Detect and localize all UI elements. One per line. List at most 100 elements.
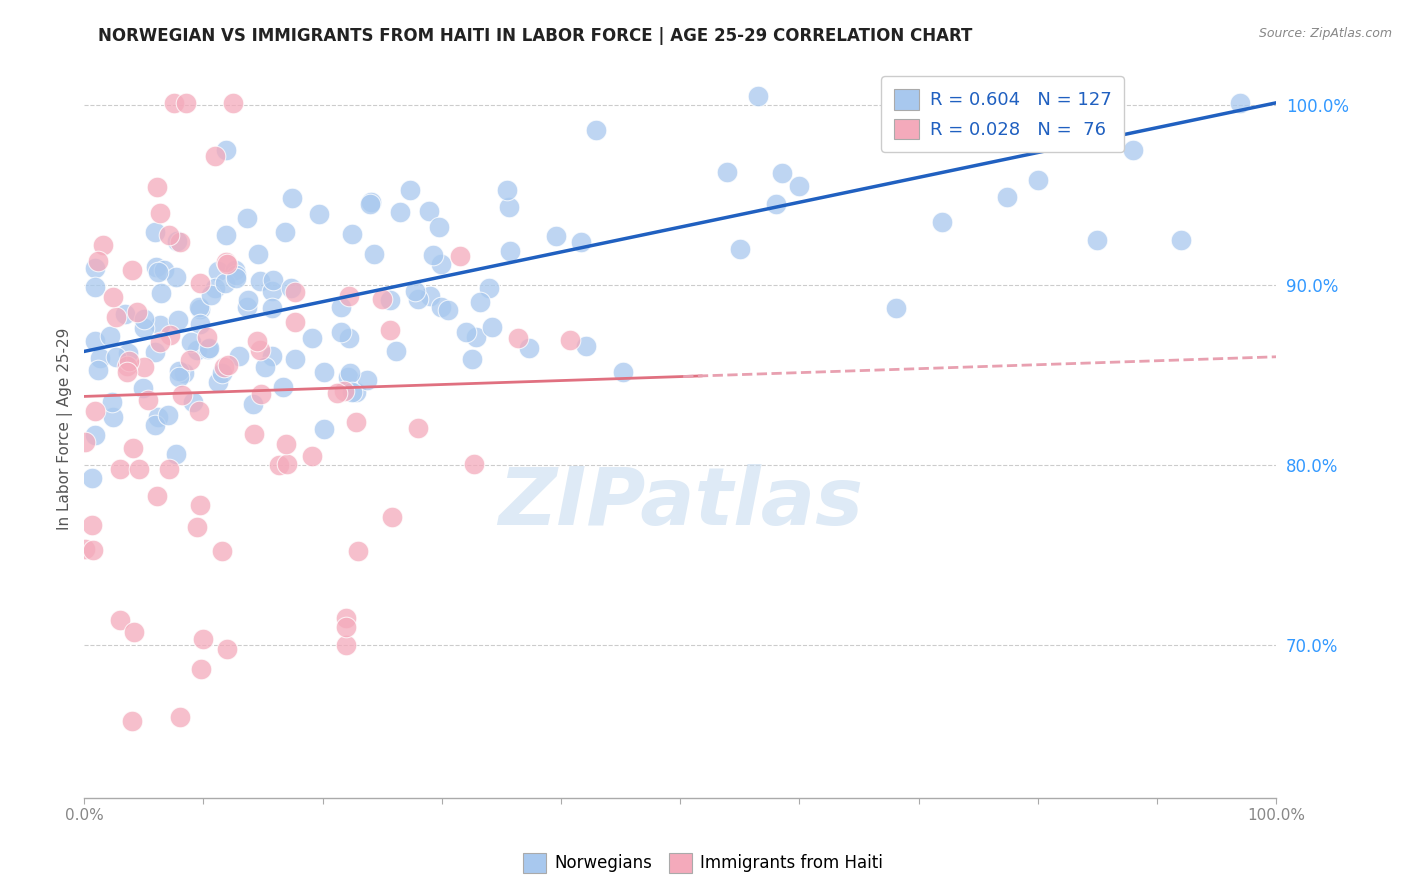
Point [363,246,385,260]
Point [82,543,104,558]
Point [418,204,440,219]
Point [215,255,238,269]
Point [262,301,284,315]
Point [190,318,212,332]
Point [172,388,194,402]
Point [73,434,96,449]
Point [335,638,357,652]
Point [478,281,501,295]
Point [211,366,233,380]
Point [337,370,360,384]
Point [406,292,429,306]
Point [253,360,276,375]
Point [449,250,471,264]
Point [125,304,148,318]
Point [765,196,787,211]
Point [314,422,336,436]
Point [359,197,381,211]
Point [193,632,215,647]
Point [222,95,245,110]
Point [190,662,212,676]
Point [156,408,179,422]
Point [430,257,453,271]
Point [167,312,190,326]
Point [301,449,323,463]
Point [468,295,491,310]
Point [93,237,115,252]
Point [242,426,264,441]
Point [197,342,219,356]
Point [101,410,124,425]
Point [236,211,259,226]
Point [498,200,520,214]
Point [115,359,138,373]
Point [145,260,167,274]
Point [159,327,181,342]
Text: ZIPatlas: ZIPatlas [498,464,863,541]
Point [385,343,408,358]
Point [356,373,378,387]
Point [437,303,460,318]
Point [166,235,188,249]
Point [169,235,191,249]
Point [344,385,367,400]
Point [250,387,273,401]
Point [276,457,298,471]
Point [121,441,143,455]
Point [121,714,143,728]
Point [207,375,229,389]
Point [360,194,382,209]
Point [340,227,363,241]
Point [165,447,187,461]
Point [186,519,208,533]
Point [329,325,352,339]
Point [789,178,811,193]
Point [117,346,139,360]
Point [173,366,195,380]
Point [371,292,394,306]
Point [340,385,363,400]
Point [89,351,111,365]
Point [344,415,367,429]
Point [260,349,283,363]
Point [271,380,294,394]
Point [117,366,139,380]
Point [188,498,211,512]
Point [247,247,270,261]
Point [148,265,170,279]
Legend: Norwegians, Immigrants from Haiti: Norwegians, Immigrants from Haiti [516,847,890,880]
Point [506,331,529,345]
Point [335,620,357,634]
Point [1122,143,1144,157]
Point [380,323,402,337]
Point [212,360,235,375]
Point [110,614,132,628]
Point [207,264,229,278]
Point [560,333,582,347]
Point [236,293,259,307]
Point [132,320,155,334]
Point [236,300,259,314]
Point [249,343,271,357]
Point [149,286,172,301]
Point [308,206,330,220]
Point [84,428,107,442]
Point [198,341,221,355]
Point [215,257,238,271]
Point [204,149,226,163]
Point [149,318,172,332]
Point [98,329,121,343]
Point [716,165,738,179]
Point [1026,173,1049,187]
Point [381,510,404,524]
Point [132,359,155,374]
Point [281,192,304,206]
Point [465,330,488,344]
Point [422,248,444,262]
Point [728,242,751,256]
Point [145,225,167,239]
Legend: R = 0.604   N = 127, R = 0.028   N =  76: R = 0.604 N = 127, R = 0.028 N = 76 [882,76,1123,152]
Point [225,268,247,282]
Point [80,517,103,532]
Point [399,183,422,197]
